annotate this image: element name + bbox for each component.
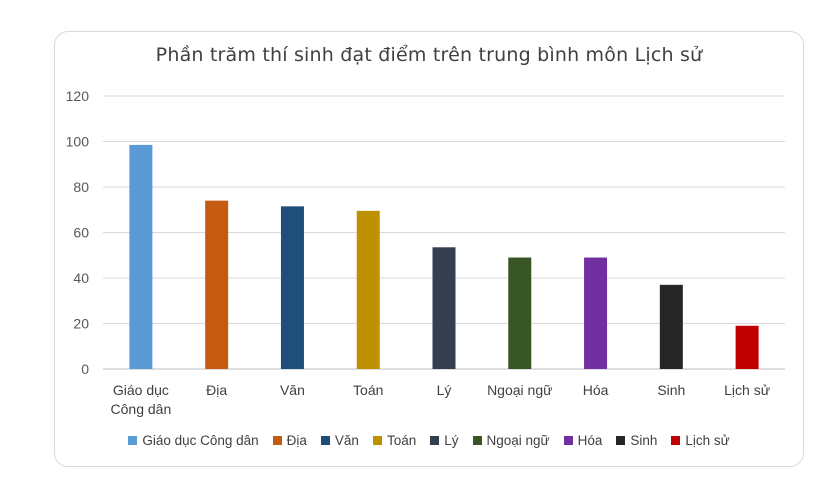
y-tick-label: 120 <box>66 88 90 104</box>
chart-legend: Giáo dục Công dân Địa Văn Toán Lý Ngoại ngữ Hó… <box>54 433 804 448</box>
y-tick-label: 100 <box>66 134 90 150</box>
bar <box>432 247 456 369</box>
bar <box>735 325 759 369</box>
legend-swatch <box>272 436 282 445</box>
legend-label: Hóa <box>577 433 603 448</box>
y-tick-label: 0 <box>81 361 89 377</box>
y-tick-label: 60 <box>73 225 89 241</box>
bar <box>584 257 608 369</box>
legend-swatch <box>616 436 626 445</box>
x-tick-label: Sinh <box>657 382 685 398</box>
x-tick-label: Công dân <box>111 401 172 417</box>
bar <box>508 257 532 369</box>
legend-item: Địa <box>272 433 307 448</box>
legend-swatch <box>128 436 138 445</box>
y-tick-label: 80 <box>73 179 89 195</box>
bar <box>129 144 153 369</box>
legend-swatch <box>372 436 382 445</box>
bar <box>356 210 380 369</box>
legend-item: Giáo dục Công dân <box>128 433 259 448</box>
legend-swatch <box>320 436 330 445</box>
legend-item: Lý <box>430 433 459 448</box>
legend-label: Địa <box>286 433 307 448</box>
legend-swatch <box>563 436 573 445</box>
x-tick-label: Địa <box>206 382 227 398</box>
chart-title: Phần trăm thí sinh đạt điểm trên trung b… <box>155 44 703 66</box>
x-tick-label: Văn <box>280 382 305 398</box>
legend-item: Sinh <box>616 433 657 448</box>
legend-swatch <box>472 436 482 445</box>
bar <box>205 200 229 369</box>
legend-label: Sinh <box>630 433 658 448</box>
bar <box>280 206 304 369</box>
legend-label: Giáo dục Công dân <box>142 433 259 448</box>
legend-label: Lịch sử <box>685 433 730 448</box>
legend-label: Lý <box>444 433 459 448</box>
x-tick-label: Lý <box>437 382 452 398</box>
legend-item: Lịch sử <box>671 433 730 448</box>
y-tick-label: 40 <box>73 270 89 286</box>
legend-item: Toán <box>372 433 417 448</box>
legend-item: Văn <box>320 433 359 448</box>
chart-frame <box>54 31 804 467</box>
legend-label: Toán <box>386 433 417 448</box>
legend-label: Văn <box>334 433 359 448</box>
x-tick-label: Lịch sử <box>724 382 770 398</box>
legend-item: Ngoại ngữ <box>472 433 550 448</box>
legend-label: Ngoại ngữ <box>486 433 550 448</box>
bar <box>659 284 683 369</box>
x-tick-label: Toán <box>353 382 383 398</box>
x-tick-label: Ngoại ngữ <box>487 382 552 398</box>
y-tick-label: 20 <box>73 316 89 332</box>
x-tick-label: Hóa <box>583 382 609 398</box>
legend-swatch <box>430 436 440 445</box>
x-tick-label: Giáo dục <box>113 382 169 398</box>
legend-item: Hóa <box>563 433 603 448</box>
legend-swatch <box>671 436 681 445</box>
